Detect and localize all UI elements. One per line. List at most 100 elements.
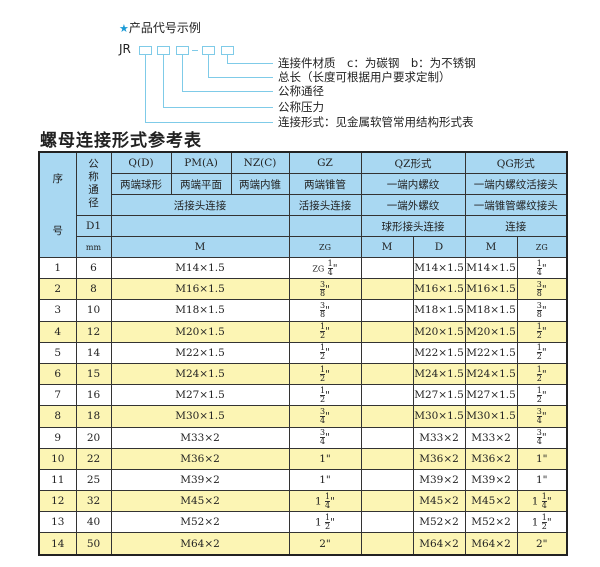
cell-seq: 9 [38, 426, 77, 449]
table-row: 4 12 M20×1.5 1 2 " M20×1.5 M20×1.5 1 2 " [38, 320, 568, 343]
fraction-denominator: 2 [325, 521, 331, 531]
table-row: 2 8 M16×1.5 3 8 " M16×1.5 M16×1.5 3 8 " [38, 278, 568, 301]
cell-seq: 6 [38, 362, 77, 386]
cell-diameter: 6 [75, 256, 112, 280]
thread-whole: 1 [319, 452, 326, 465]
fraction-denominator: 4 [327, 267, 333, 277]
cell-qg-zg: 3 8 " [516, 278, 568, 301]
cell-qg-m: M39×2 [464, 468, 518, 492]
cell-qg-m: M24×1.5 [464, 362, 518, 386]
fraction-numerator: 1 [541, 491, 547, 502]
cell-qz-d: M30×1.5 [412, 405, 466, 428]
fraction-denominator: 4 [536, 415, 542, 425]
fraction-numerator: 1 [320, 364, 326, 375]
header-unit: D [412, 236, 466, 258]
cell-qz-m [360, 405, 414, 428]
cell-seq: 13 [38, 511, 77, 534]
cell-qg-m: M52×2 [464, 511, 518, 534]
table-row: 14 50 M64×2 2" M64×2 M64×2 2" [38, 532, 568, 556]
cell-qg-m: M33×2 [464, 426, 518, 449]
cell-qg-zg: 1" [516, 447, 568, 470]
header-unit: ZG [288, 236, 362, 258]
cell-qg-zg: 2" [516, 532, 568, 556]
cell-qg-m: M36×2 [464, 447, 518, 470]
cell-qz-d: M16×1.5 [412, 278, 466, 301]
nut-connection-table: 序号 公称通径 Q(D) PM(A) NZ(C) GZ QZ形式 QG形式 两端… [38, 151, 568, 556]
star-icon: ★ [119, 22, 129, 35]
fraction-numerator: 1 [325, 491, 331, 502]
cell-zg: 1 2 " [288, 341, 362, 364]
fraction-numerator: 1 [327, 258, 333, 269]
cell-m: M30×1.5 [110, 405, 290, 428]
cell-qz-m [360, 278, 414, 301]
cell-qg-m: M30×1.5 [464, 405, 518, 428]
fraction-denominator: 2 [536, 373, 542, 383]
cell-qz-d: M24×1.5 [412, 362, 466, 386]
cell-qz-m [360, 447, 414, 470]
fraction-denominator: 2 [541, 521, 547, 531]
cell-qg-zg: 1 4 " [516, 256, 568, 280]
header-d1: D1 [75, 215, 112, 237]
cell-m: M39×2 [110, 468, 290, 492]
example-title: ★产品代号示例 [119, 19, 201, 36]
cell-zg: 1" [288, 447, 362, 470]
cell-seq: 11 [38, 468, 77, 492]
leader-line [145, 55, 146, 122]
fraction-numerator: 1 [320, 343, 326, 354]
cell-diameter: 32 [75, 490, 112, 513]
fraction-numerator: 3 [536, 300, 542, 311]
fraction-denominator: 2 [536, 352, 542, 362]
cell-qz-d: M14×1.5 [412, 256, 466, 280]
cell-zg: 2" [288, 532, 362, 556]
fraction-denominator: 4 [536, 267, 542, 277]
header-shape: 一端内螺纹 [360, 173, 466, 195]
table-row: 10 22 M36×2 1" M36×2 M36×2 1" [38, 447, 568, 470]
header-type: QZ形式 [360, 151, 466, 174]
header-mm: mm [75, 236, 112, 258]
thread-whole: 1 [319, 473, 326, 486]
cell-diameter: 10 [75, 299, 112, 322]
fraction-numerator: 1 [536, 258, 542, 269]
thread-whole: 1 [535, 452, 543, 465]
thread-whole: 1 [315, 516, 322, 529]
header-unit: M [464, 236, 518, 258]
table-row: 11 25 M39×2 1" M39×2 M39×2 1" [38, 468, 568, 492]
cell-qg-zg: 3 4 " [516, 426, 568, 449]
fraction-numerator: 3 [320, 300, 326, 311]
code-dash [192, 50, 198, 51]
fraction-denominator: 2 [536, 394, 542, 404]
thread-whole: 1 [531, 516, 539, 529]
cell-qz-d: M64×2 [412, 532, 466, 556]
leader-line [208, 77, 273, 78]
thread-whole: 2 [319, 537, 326, 550]
cell-zg: 3 4 " [288, 426, 362, 449]
header-connection: 一端锥管螺纹接头 [464, 194, 568, 216]
cell-m: M14×1.5 [110, 256, 290, 280]
cell-qz-m [360, 532, 414, 556]
cell-m: M64×2 [110, 532, 290, 556]
cell-diameter: 16 [75, 384, 112, 407]
cell-qz-m [360, 256, 414, 280]
cell-diameter: 18 [75, 405, 112, 428]
cell-seq: 10 [38, 447, 77, 470]
cell-m: M45×2 [110, 490, 290, 513]
cell-qz-m [360, 490, 414, 513]
example-title-text: 产品代号示例 [128, 21, 201, 35]
cell-zg: 3 8 " [288, 299, 362, 322]
fraction-denominator: 2 [536, 331, 542, 341]
cell-qz-m [360, 426, 414, 449]
cell-zg: 1 1 4 " [288, 490, 362, 513]
cell-m: M16×1.5 [110, 278, 290, 301]
header-type: PM(A) [170, 151, 232, 174]
cell-seq: 1 [38, 256, 77, 280]
code-box-connection [139, 46, 152, 55]
header-type: Q(D) [110, 151, 172, 174]
